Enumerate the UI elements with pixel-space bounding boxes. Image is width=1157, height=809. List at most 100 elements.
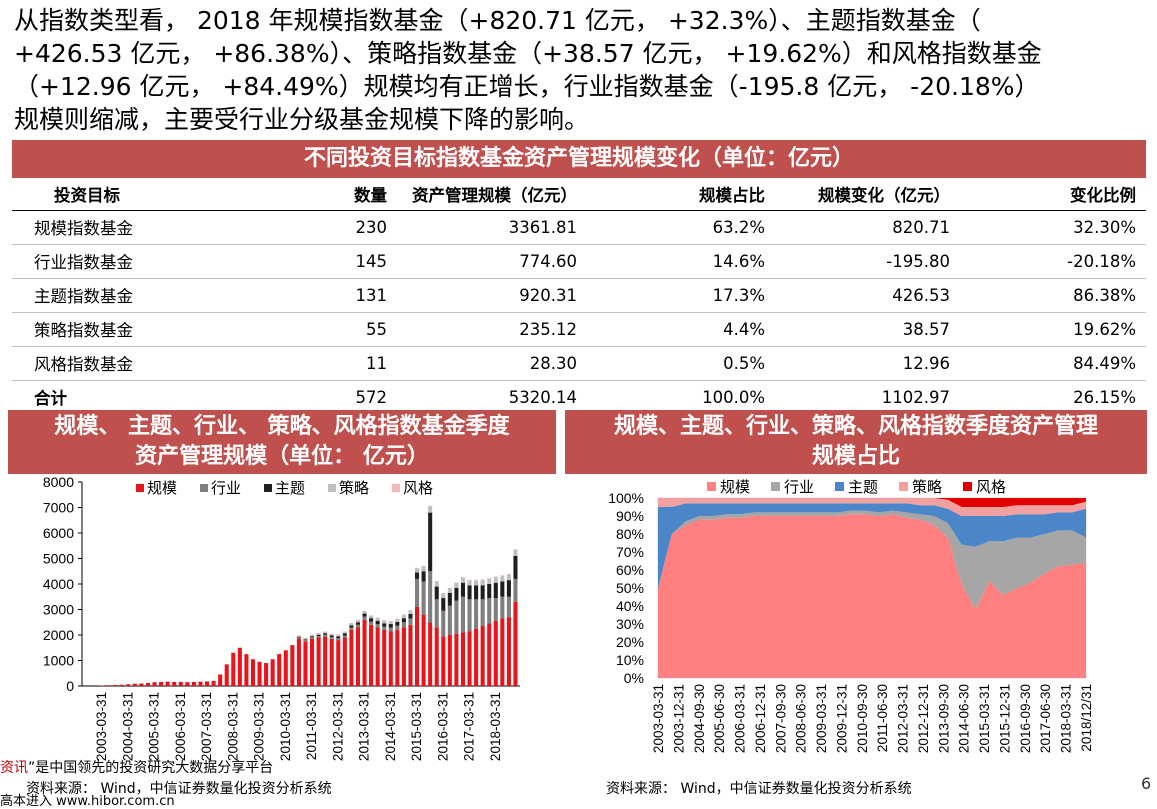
left-chart-title-line-1: 规模、 主题、行业、 策略、风格指数基金季度 — [54, 414, 510, 439]
bar-规模 — [264, 663, 269, 686]
bar-规模 — [152, 682, 157, 686]
bar-规模 — [159, 681, 164, 686]
cell-change: -195.80 — [775, 244, 960, 279]
bar-风格 — [513, 549, 518, 550]
cell-share: 0.5% — [587, 346, 775, 381]
bar-规模 — [165, 681, 170, 686]
x-tick-label: 2011-03-31 — [304, 692, 319, 760]
bar-主题 — [421, 571, 426, 582]
bar-风格 — [375, 617, 380, 619]
cell-target: 风格指数基金 — [12, 346, 212, 381]
y-tick-label: 90% — [616, 508, 644, 524]
bar-规模 — [500, 618, 505, 686]
area-规模 — [658, 514, 1086, 678]
table-row: 规模指数基金 230 3361.81 63.2% 820.71 32.30% — [12, 210, 1146, 245]
y-tick-label: 3000 — [43, 602, 74, 618]
bar-主题 — [487, 584, 492, 599]
bar-风格 — [342, 631, 347, 632]
bar-行业 — [460, 596, 466, 633]
cell-change: 38.57 — [775, 312, 960, 347]
bar-主题 — [303, 639, 308, 641]
bar-主题 — [369, 618, 374, 622]
cell-aum: 28.30 — [397, 346, 587, 381]
bar-风格 — [362, 610, 367, 612]
bar-规模 — [250, 659, 256, 686]
fund-scale-table: 投资目标 数量 资产管理规模（亿元） 规模占比 规模变化（亿元） 变化比例 规模… — [12, 178, 1146, 414]
header-change: 规模变化（亿元） — [775, 178, 960, 211]
bar-规模 — [336, 640, 341, 686]
x-tick-label: 2018-03-31 — [488, 692, 503, 761]
bar-行业 — [310, 637, 315, 639]
bar-主题 — [323, 633, 328, 635]
x-tick-label: 2008-03-31 — [225, 692, 240, 761]
x-tick-label: 2018/12/31 — [1079, 684, 1094, 752]
bar-行业 — [454, 600, 459, 634]
y-tick-label: 30% — [616, 616, 644, 632]
y-tick-label: 80% — [616, 526, 644, 542]
x-tick-label: 2012-03-31 — [330, 692, 345, 761]
legend-label: 策略 — [339, 479, 369, 497]
bar-主题 — [349, 625, 354, 628]
header-target: 投资目标 — [12, 178, 212, 211]
cell-share: 14.6% — [587, 244, 775, 279]
cell-change-pct: 86.38% — [960, 278, 1146, 313]
bar-规模 — [401, 627, 406, 686]
page-number: 6 — [1141, 774, 1152, 793]
left-chart-title: 规模、 主题、行业、 策略、风格指数基金季度 资产管理规模（单位： 亿元） — [8, 410, 556, 474]
bar-风格 — [460, 577, 466, 578]
bar-规模 — [178, 681, 183, 686]
bar-策略 — [362, 611, 367, 614]
bar-规模 — [323, 636, 328, 686]
right-chart-title: 规模、主题、行业、策略、风格指数季度资产管理 规模占比 — [565, 410, 1147, 474]
bar-策略 — [513, 549, 518, 556]
cell-aum: 235.12 — [397, 312, 587, 347]
overlay-line-2: 高本进入 www.hibor.com.cn — [0, 794, 175, 809]
y-tick-label: 0% — [624, 670, 644, 686]
x-tick-label: 2010-09-30 — [855, 684, 870, 753]
bar-策略 — [342, 631, 347, 634]
bar-主题 — [408, 613, 413, 619]
cell-share: 17.3% — [587, 278, 775, 313]
bar-行业 — [369, 621, 374, 625]
bar-主题 — [388, 624, 393, 628]
bar-风格 — [323, 631, 328, 632]
bar-规模 — [474, 628, 479, 686]
legend-swatch — [835, 482, 844, 491]
bar-策略 — [316, 633, 321, 635]
bar-规模 — [421, 614, 426, 686]
bar-规模 — [441, 636, 446, 686]
bar-规模 — [382, 629, 387, 686]
legend-label: 主题 — [275, 479, 305, 497]
bar-行业 — [323, 634, 328, 637]
legend-label: 行业 — [784, 478, 814, 496]
bar-行业 — [395, 625, 400, 630]
intro-paragraph: 从指数类型看， 2018 年规模指数基金（+820.71 亿元， +32.3%）… — [14, 4, 1149, 136]
bar-行业 — [375, 624, 380, 628]
bar-行业 — [355, 624, 361, 628]
legend-swatch — [963, 482, 972, 491]
x-tick-label: 2006-03-31 — [173, 692, 188, 761]
bar-规模 — [224, 664, 229, 686]
bar-行业 — [493, 598, 498, 621]
bar-风格 — [369, 615, 374, 616]
bar-规模 — [506, 617, 511, 686]
cell-aum: 5320.14 — [508, 387, 577, 407]
bar-主题 — [316, 634, 321, 637]
bar-主题 — [362, 613, 367, 617]
bar-主题 — [395, 621, 400, 626]
bar-行业 — [388, 627, 393, 632]
bar-行业 — [336, 638, 341, 641]
bar-风格 — [336, 634, 341, 635]
bar-规模 — [277, 654, 282, 686]
cell-change-pct: 84.49% — [960, 346, 1146, 381]
bar-规模 — [296, 638, 301, 686]
bar-规模 — [172, 681, 177, 686]
cell-change: 1102.97 — [881, 387, 950, 407]
cell-change: 426.53 — [775, 278, 960, 313]
bar-规模 — [342, 637, 347, 686]
bar-行业 — [401, 622, 406, 628]
cell-aum: 3361.81 — [397, 210, 587, 245]
bar-行业 — [474, 599, 479, 629]
x-tick-label: 2015-03-31 — [977, 684, 992, 753]
bar-行业 — [349, 627, 354, 630]
